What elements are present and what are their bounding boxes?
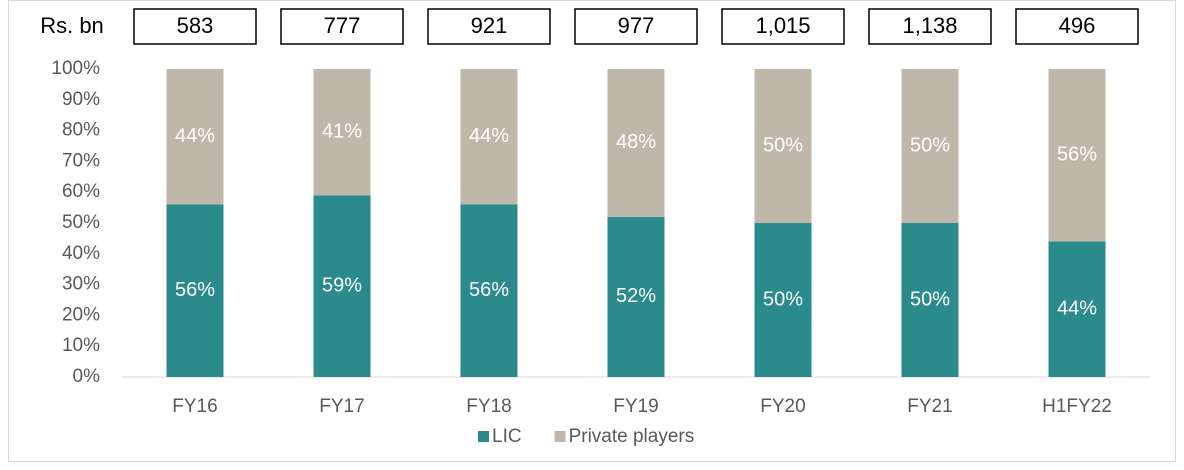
y-tick-label: 10% <box>62 335 100 356</box>
legend-swatch <box>478 431 489 442</box>
y-tick-label: 70% <box>62 150 100 171</box>
data-label: 56% <box>175 279 215 301</box>
data-label: 56% <box>1057 144 1097 166</box>
data-label: 50% <box>763 134 803 156</box>
total-label: 921 <box>471 13 508 38</box>
data-label: 50% <box>763 288 803 310</box>
data-label: 56% <box>469 279 509 301</box>
x-tick-label: FY21 <box>907 396 952 417</box>
total-box <box>721 8 845 45</box>
y-tick-label: 30% <box>62 274 100 295</box>
y-tick-label: 20% <box>62 304 100 325</box>
data-label: 41% <box>322 120 362 142</box>
total-label: 496 <box>1059 13 1096 38</box>
bar-segment <box>1048 241 1106 377</box>
data-label: 50% <box>910 134 950 156</box>
x-tick-label: FY20 <box>760 396 805 417</box>
data-label: 59% <box>322 274 362 296</box>
bar-segment <box>754 223 812 377</box>
bar-segment <box>901 223 959 377</box>
x-tick-label: FY17 <box>319 396 364 417</box>
y-tick-label: 80% <box>62 120 100 141</box>
y-tick-label: 50% <box>62 212 100 233</box>
bar-segment <box>754 69 812 223</box>
bar-segment <box>313 195 371 377</box>
total-label: 583 <box>177 13 214 38</box>
unit-annotation: Rs. bn <box>40 13 104 38</box>
legend-swatch <box>554 431 566 442</box>
y-tick-label: 40% <box>62 243 100 264</box>
y-tick-label: 0% <box>73 366 101 387</box>
bar-segment <box>901 69 959 223</box>
bar-segment <box>166 204 224 377</box>
bar-segment <box>607 69 665 217</box>
total-box <box>574 8 698 45</box>
legend-label: Private players <box>569 426 695 447</box>
data-label: 44% <box>1057 298 1097 320</box>
total-label: 977 <box>618 13 655 38</box>
data-label: 44% <box>469 125 509 147</box>
chart-frame <box>8 0 1176 462</box>
total-label: 777 <box>324 13 361 38</box>
total-box <box>133 8 257 45</box>
bar-segment <box>166 69 224 205</box>
bar-segment <box>460 204 518 377</box>
legend-label: LIC <box>492 426 522 447</box>
data-label: 44% <box>175 125 215 147</box>
bar-segment <box>1048 69 1106 242</box>
data-label: 52% <box>616 285 656 307</box>
bar-segment <box>607 216 665 377</box>
total-box <box>1015 8 1139 45</box>
total-box <box>868 8 992 45</box>
data-label: 48% <box>616 131 656 153</box>
total-box <box>280 8 404 45</box>
x-tick-label: FY19 <box>613 396 658 417</box>
total-label: 1,015 <box>755 13 810 38</box>
y-tick-label: 60% <box>62 181 100 202</box>
x-tick-label: FY18 <box>466 396 511 417</box>
bar-segment <box>460 69 518 205</box>
total-box <box>427 8 551 45</box>
data-label: 50% <box>910 288 950 310</box>
total-label: 1,138 <box>902 13 957 38</box>
x-tick-label: H1FY22 <box>1042 396 1112 417</box>
y-tick-label: 90% <box>62 89 100 110</box>
x-tick-label: FY16 <box>172 396 217 417</box>
bar-segment <box>313 69 371 196</box>
y-tick-label: 100% <box>51 58 100 79</box>
